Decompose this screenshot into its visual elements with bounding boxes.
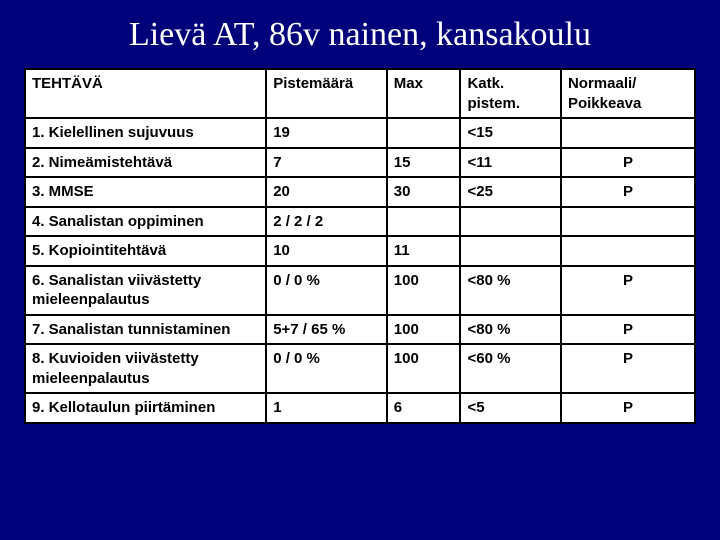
cell-score: 5+7 / 65 %: [266, 315, 387, 345]
cell-cutoff: <80 %: [460, 266, 561, 315]
cell-score: 2 / 2 / 2: [266, 207, 387, 237]
cell-task: 1. Kielellinen sujuvuus: [25, 118, 266, 148]
table-row: 2. Nimeämistehtävä 7 15 <11 P: [25, 148, 695, 178]
table-row: 3. MMSE 20 30 <25 P: [25, 177, 695, 207]
cell-cutoff: <25: [460, 177, 561, 207]
cell-norm: P: [561, 266, 695, 315]
cell-cutoff: <5: [460, 393, 561, 423]
cell-norm: [561, 236, 695, 266]
cell-max: 30: [387, 177, 461, 207]
cell-cutoff: [460, 207, 561, 237]
table-row: 9. Kellotaulun piirtäminen 1 6 <5 P: [25, 393, 695, 423]
cell-max: [387, 118, 461, 148]
cell-max: 100: [387, 344, 461, 393]
cell-max: [387, 207, 461, 237]
col-header-norm: Normaali/ Poikkeava: [561, 69, 695, 118]
cell-score: 20: [266, 177, 387, 207]
table-header-row: TEHTÄVÄ Pistemäärä Max Katk. pistem. Nor…: [25, 69, 695, 118]
cell-norm: [561, 118, 695, 148]
cell-max: 100: [387, 266, 461, 315]
cell-max: 15: [387, 148, 461, 178]
cell-task: 5. Kopiointitehtävä: [25, 236, 266, 266]
table-row: 7. Sanalistan tunnistaminen 5+7 / 65 % 1…: [25, 315, 695, 345]
cell-cutoff: <80 %: [460, 315, 561, 345]
slide: Lievä AT, 86v nainen, kansakoulu TEHTÄVÄ…: [0, 0, 720, 540]
cell-cutoff: <11: [460, 148, 561, 178]
results-table: TEHTÄVÄ Pistemäärä Max Katk. pistem. Nor…: [24, 68, 696, 424]
cell-score: 19: [266, 118, 387, 148]
cell-max: 11: [387, 236, 461, 266]
cell-task: 9. Kellotaulun piirtäminen: [25, 393, 266, 423]
cell-score: 1: [266, 393, 387, 423]
col-header-cutoff: Katk. pistem.: [460, 69, 561, 118]
col-header-max: Max: [387, 69, 461, 118]
cell-task: 8. Kuvioiden viivästetty mieleenpalautus: [25, 344, 266, 393]
cell-task: 6. Sanalistan viivästetty mieleenpalautu…: [25, 266, 266, 315]
cell-cutoff: <15: [460, 118, 561, 148]
cell-norm: P: [561, 344, 695, 393]
table-row: 5. Kopiointitehtävä 10 11: [25, 236, 695, 266]
col-header-task: TEHTÄVÄ: [25, 69, 266, 118]
cell-max: 100: [387, 315, 461, 345]
cell-cutoff: [460, 236, 561, 266]
page-title: Lievä AT, 86v nainen, kansakoulu: [24, 16, 696, 54]
table-row: 1. Kielellinen sujuvuus 19 <15: [25, 118, 695, 148]
cell-task: 7. Sanalistan tunnistaminen: [25, 315, 266, 345]
cell-norm: [561, 207, 695, 237]
cell-task: 3. MMSE: [25, 177, 266, 207]
cell-cutoff: <60 %: [460, 344, 561, 393]
table-row: 6. Sanalistan viivästetty mieleenpalautu…: [25, 266, 695, 315]
table-row: 4. Sanalistan oppiminen 2 / 2 / 2: [25, 207, 695, 237]
cell-norm: P: [561, 148, 695, 178]
cell-norm: P: [561, 393, 695, 423]
cell-score: 7: [266, 148, 387, 178]
cell-norm: P: [561, 315, 695, 345]
cell-norm: P: [561, 177, 695, 207]
cell-task: 4. Sanalistan oppiminen: [25, 207, 266, 237]
col-header-score: Pistemäärä: [266, 69, 387, 118]
cell-task: 2. Nimeämistehtävä: [25, 148, 266, 178]
cell-max: 6: [387, 393, 461, 423]
cell-score: 10: [266, 236, 387, 266]
table-row: 8. Kuvioiden viivästetty mieleenpalautus…: [25, 344, 695, 393]
cell-score: 0 / 0 %: [266, 344, 387, 393]
cell-score: 0 / 0 %: [266, 266, 387, 315]
